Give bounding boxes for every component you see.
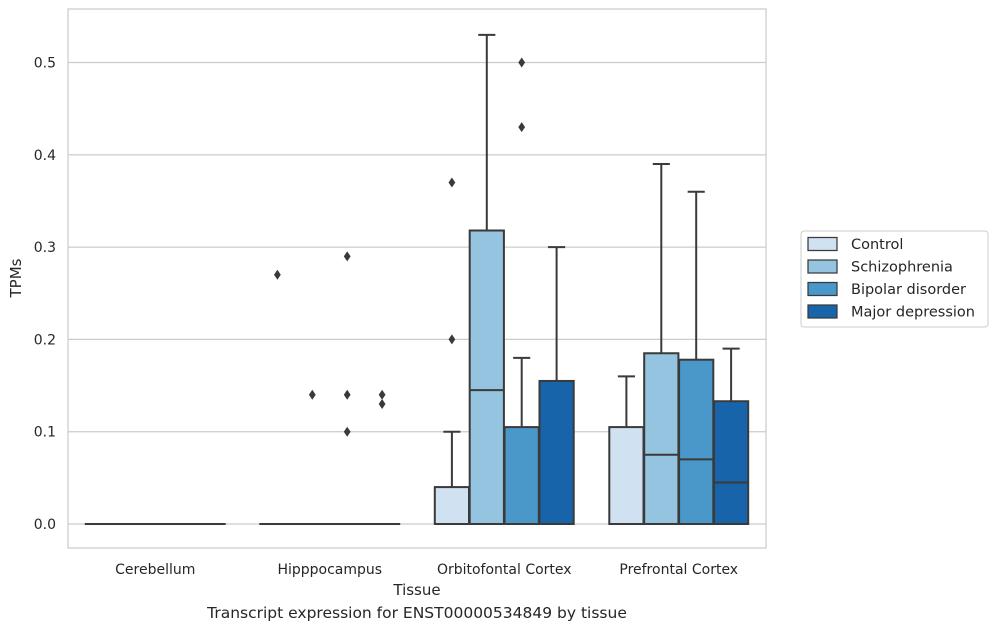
y-tick-label: 0.5 [34, 56, 56, 72]
x-tick-labels: Cerebellum Hipppocampus Orbitofontal Corte… [115, 562, 738, 578]
plot-area-frame [67, 8, 767, 549]
box-body [643, 352, 680, 526]
box-body [608, 426, 645, 526]
box-3-0 [608, 375, 645, 526]
legend-items: Control Schizophrenia Bipolar disorder Majo… [807, 236, 975, 321]
x-tick-label: Orbitofontal Cortex [437, 562, 572, 578]
outlier-point [518, 122, 526, 133]
outlier-point [518, 57, 526, 68]
box-body [712, 400, 750, 526]
x-axis-label: Tissue [392, 581, 440, 599]
y-axis-label: TPMs [7, 258, 25, 298]
legend: Control Schizophrenia Bipolar disorder Majo… [800, 230, 989, 328]
outlier-point [343, 389, 351, 400]
x-tick-label: Prefrontal Cortex [619, 562, 738, 578]
x-tick-label: Hipppocampus [277, 562, 382, 578]
legend-swatch [807, 259, 838, 274]
y-tick-label: 0.0 [34, 517, 56, 533]
box-body [503, 426, 540, 526]
box-1-2 [329, 251, 366, 526]
outlier-point [448, 334, 456, 345]
legend-swatch [807, 281, 838, 297]
outlier-point [308, 389, 316, 400]
y-tick-labels: 0.0 0.1 0.2 0.3 0.4 0.5 [34, 56, 56, 533]
box-1-1 [294, 389, 331, 526]
box-2-2 [503, 57, 540, 526]
legend-label: Control [851, 237, 903, 253]
box-2-1 [468, 33, 505, 526]
outlier-point [343, 251, 351, 262]
legend-swatch [807, 304, 838, 319]
box-1-0 [259, 269, 296, 526]
outlier-point [343, 426, 351, 437]
box-body [538, 379, 575, 526]
box-1-3 [363, 389, 401, 526]
legend-label: Major depression [851, 305, 975, 321]
box-groups [84, 33, 750, 526]
box-2-0 [433, 177, 471, 526]
y-tick-label: 0.2 [34, 332, 56, 348]
outlier-point [378, 399, 386, 410]
legend-label: Schizophrenia [851, 260, 953, 276]
outlier-point [274, 269, 281, 280]
box-body [678, 358, 715, 526]
box-body [468, 229, 505, 526]
outlier-point [448, 177, 456, 188]
chart-caption: Transcript expression for ENST0000053484… [207, 604, 627, 622]
x-tick-label: Cerebellum [115, 562, 195, 578]
legend-swatch [807, 236, 838, 252]
legend-label: Bipolar disorder [851, 282, 966, 298]
box-3-3 [712, 347, 750, 526]
legend-frame [800, 230, 989, 328]
y-tick-label: 0.4 [34, 148, 56, 164]
outlier-point [378, 389, 386, 400]
box-3-2 [678, 190, 715, 526]
box-2-3 [538, 246, 575, 526]
y-tick-label: 0.3 [34, 240, 56, 256]
box-3-1 [643, 163, 680, 526]
y-tick-label: 0.1 [34, 425, 56, 441]
box-body [433, 486, 471, 526]
